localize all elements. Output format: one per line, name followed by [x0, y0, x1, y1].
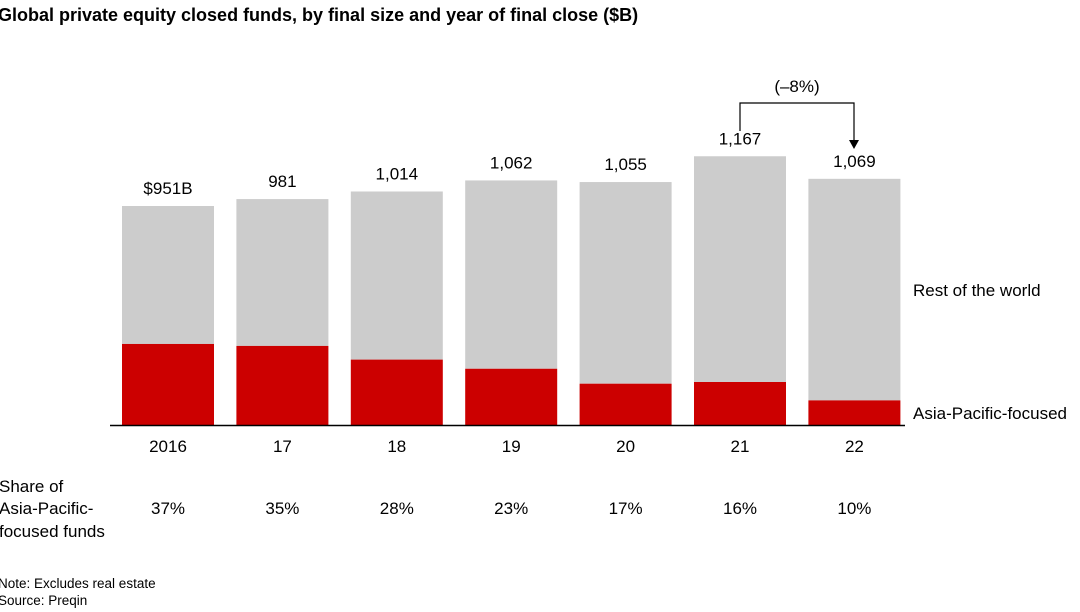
bar-asia-pacific-17 — [236, 345, 329, 425]
change-annotation: (–8%) — [739, 77, 859, 149]
share-value-18: 28% — [380, 499, 414, 518]
source: Source: Preqin — [0, 593, 87, 608]
total-label-18: 1,014 — [376, 164, 419, 183]
bar-rest-of-world-20 — [579, 182, 672, 384]
bar-rest-of-world-17 — [236, 199, 329, 346]
bar-rest-of-world-18 — [350, 191, 443, 360]
bar-asia-pacific-18 — [350, 359, 443, 425]
legend-rest-of-world: Rest of the world — [913, 281, 1041, 300]
share-value-21: 16% — [723, 499, 757, 518]
bars-group: $951B 981 1,014 1,062 1,055 1,167 1,069 — [122, 129, 901, 425]
bar-asia-pacific-2016 — [122, 343, 214, 425]
share-value-20: 17% — [609, 499, 643, 518]
x-tick-labels: 2016 17 18 19 20 21 22 — [149, 437, 864, 456]
bar-rest-of-world-22 — [808, 178, 901, 401]
share-row-label-3: focused funds — [0, 522, 105, 541]
annotation-bracket — [739, 102, 855, 140]
annotation-label: (–8%) — [774, 77, 819, 96]
x-tick-20: 20 — [616, 437, 635, 456]
bar-rest-of-world-19 — [465, 180, 558, 369]
bar-asia-pacific-19 — [465, 368, 558, 425]
share-value-22: 10% — [837, 499, 871, 518]
bar-rest-of-world-2016 — [122, 206, 214, 344]
bar-asia-pacific-22 — [808, 400, 901, 425]
x-tick-19: 19 — [502, 437, 521, 456]
bar-asia-pacific-20 — [579, 383, 672, 425]
total-label-22: 1,069 — [833, 152, 876, 171]
total-label-2016: $951B — [143, 179, 192, 198]
total-label-20: 1,055 — [604, 155, 647, 174]
share-row-label-2: Asia-Pacific- — [0, 499, 93, 518]
x-tick-21: 21 — [731, 437, 750, 456]
share-value-17: 35% — [265, 499, 299, 518]
x-tick-2016: 2016 — [149, 437, 187, 456]
footnote: Note: Excludes real estate — [0, 576, 156, 591]
total-label-17: 981 — [268, 172, 296, 191]
share-row-label-1: Share of — [0, 477, 64, 496]
total-label-21: 1,167 — [719, 129, 762, 148]
share-value-2016: 37% — [151, 499, 185, 518]
legend-asia-pacific: Asia-Pacific-focused — [913, 404, 1067, 423]
total-label-19: 1,062 — [490, 153, 533, 172]
chart-title: Global private equity closed funds, by f… — [0, 5, 638, 25]
share-row: 37% 35% 28% 23% 17% 16% 10% — [151, 499, 871, 518]
share-value-19: 23% — [494, 499, 528, 518]
arrow-down-icon — [849, 140, 859, 149]
bar-asia-pacific-21 — [694, 382, 786, 425]
x-tick-18: 18 — [387, 437, 406, 456]
x-tick-22: 22 — [845, 437, 864, 456]
bar-rest-of-world-21 — [694, 156, 786, 383]
x-tick-17: 17 — [273, 437, 292, 456]
